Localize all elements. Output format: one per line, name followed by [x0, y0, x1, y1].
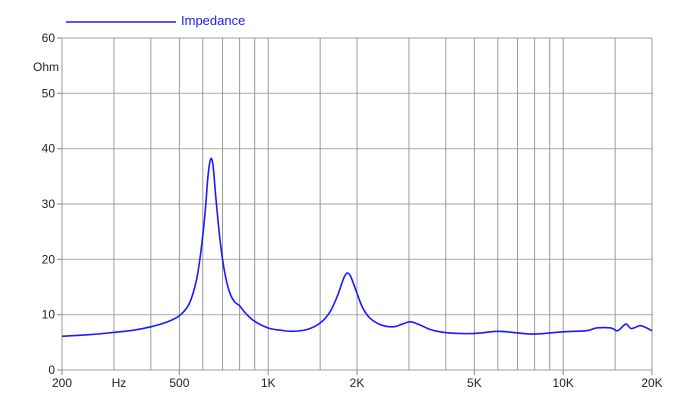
- y-tick-label: 60: [42, 31, 56, 45]
- legend-label-impedance: Impedance: [181, 13, 245, 28]
- x-axis-unit-label: Hz: [112, 376, 127, 390]
- x-tick-label: 2K: [350, 376, 365, 390]
- x-tick-label: 5K: [467, 376, 482, 390]
- y-tick-label: 50: [42, 86, 56, 100]
- y-axis-unit-label: Ohm: [33, 60, 59, 74]
- x-tick-label: 200: [52, 376, 72, 390]
- x-tick-label: 20K: [641, 376, 662, 390]
- y-tick-label: 0: [48, 363, 55, 377]
- axes: 0 10 20 30 40 50 60 200 500 1K 2K 5K 10K 20K Hz: [42, 31, 663, 390]
- y-tick-label: 30: [42, 197, 56, 211]
- x-tick-label: 1K: [261, 376, 276, 390]
- grid: [62, 37, 653, 371]
- series-layer: [61, 157, 653, 338]
- legend: Impedance: [66, 13, 245, 28]
- y-tick-label: 20: [42, 252, 56, 266]
- y-tick-label: 10: [42, 308, 56, 322]
- x-tick-label: 10K: [553, 376, 574, 390]
- series-line-impedance: [61, 157, 653, 338]
- y-tick-label: 40: [42, 142, 56, 156]
- x-tick-label: 500: [169, 376, 189, 390]
